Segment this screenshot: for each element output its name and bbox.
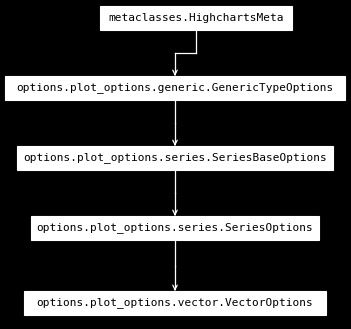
FancyBboxPatch shape bbox=[24, 291, 326, 315]
FancyBboxPatch shape bbox=[31, 216, 319, 240]
FancyBboxPatch shape bbox=[100, 6, 292, 30]
FancyBboxPatch shape bbox=[17, 146, 333, 170]
FancyBboxPatch shape bbox=[5, 76, 345, 100]
Text: options.plot_options.generic.GenericTypeOptions: options.plot_options.generic.GenericType… bbox=[16, 83, 333, 93]
Text: options.plot_options.series.SeriesOptions: options.plot_options.series.SeriesOption… bbox=[37, 222, 313, 234]
Text: options.plot_options.vector.VectorOptions: options.plot_options.vector.VectorOption… bbox=[37, 297, 313, 309]
Text: options.plot_options.series.SeriesBaseOptions: options.plot_options.series.SeriesBaseOp… bbox=[23, 153, 327, 164]
Text: metaclasses.HighchartsMeta: metaclasses.HighchartsMeta bbox=[108, 13, 284, 23]
